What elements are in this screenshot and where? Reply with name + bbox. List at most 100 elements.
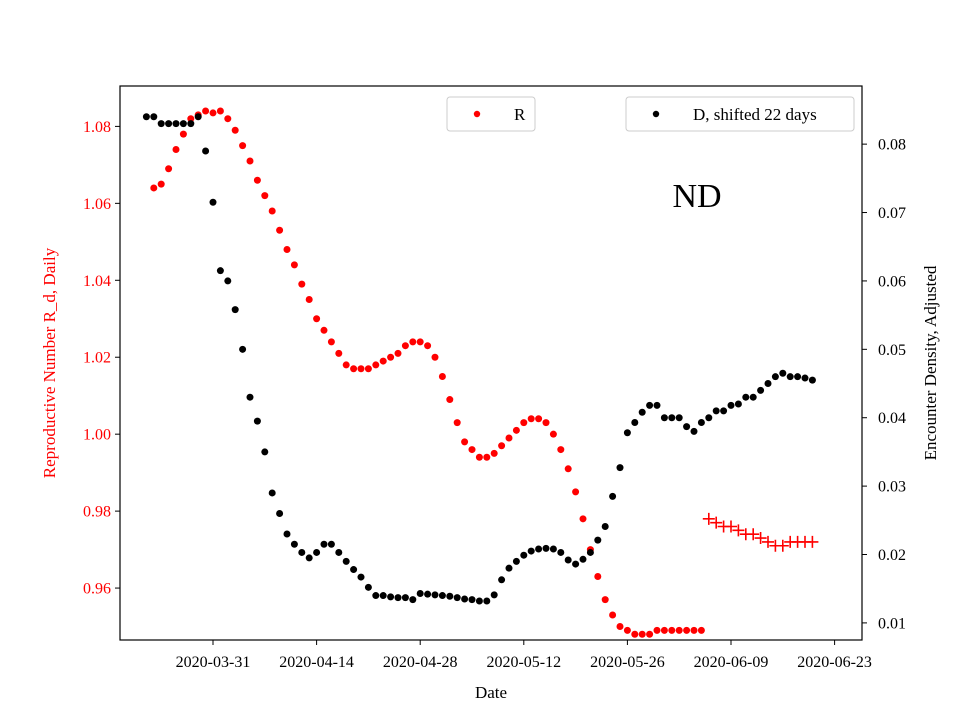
- legend-d-marker: [652, 110, 660, 118]
- d-point: [461, 595, 469, 603]
- d-point: [253, 417, 261, 425]
- r-point: [216, 107, 224, 115]
- r-point: [646, 630, 654, 638]
- legend-d-label: D, shifted 22 days: [693, 105, 817, 124]
- right-y-tick-label: 0.01: [878, 615, 906, 632]
- d-point: [202, 147, 210, 155]
- r-point: [224, 115, 232, 123]
- r-point: [549, 430, 557, 438]
- r-point: [350, 365, 358, 373]
- d-point: [683, 423, 691, 431]
- d-point: [786, 373, 794, 381]
- r-projection-point: [806, 535, 819, 548]
- d-point: [305, 554, 313, 562]
- right-y-tick-label: 0.06: [878, 273, 906, 290]
- d-point: [668, 414, 676, 422]
- d-point: [387, 593, 395, 601]
- r-point: [453, 419, 461, 427]
- d-point: [616, 464, 624, 472]
- d-point: [712, 407, 720, 415]
- legend-r: R: [446, 96, 536, 132]
- d-point: [209, 198, 217, 206]
- r-point: [468, 446, 476, 454]
- r-point: [165, 165, 173, 173]
- r-point: [157, 180, 165, 188]
- x-tick-label: 2020-04-14: [279, 654, 354, 671]
- r-point: [490, 449, 498, 457]
- r-point: [239, 142, 247, 150]
- d-point: [216, 267, 224, 275]
- r-point: [675, 626, 683, 634]
- left-y-tick-label: 1.08: [83, 119, 111, 136]
- left-y-tick-label: 0.98: [83, 504, 111, 521]
- left-y-tick-label: 1.04: [83, 273, 111, 290]
- d-point: [142, 113, 150, 121]
- right-y-tick-label: 0.05: [878, 342, 906, 359]
- d-point: [224, 277, 232, 285]
- x-axis: 2020-03-31 2020-04-14 2020-04-28 2020-05-12…: [176, 640, 872, 671]
- d-point: [757, 386, 765, 394]
- right-y-tick-label: 0.04: [878, 410, 906, 427]
- d-point: [446, 592, 454, 600]
- d-point: [438, 592, 446, 600]
- r-point: [150, 184, 158, 192]
- r-projection-point: [762, 535, 774, 548]
- r-point: [187, 115, 195, 123]
- d-point: [150, 113, 158, 121]
- d-point: [601, 522, 609, 530]
- r-point: [209, 109, 217, 117]
- r-point: [438, 372, 446, 380]
- x-tick-label: 2020-06-09: [694, 654, 769, 671]
- r-point: [505, 434, 513, 442]
- x-tick-label: 2020-06-23: [797, 654, 872, 671]
- r-point: [461, 438, 469, 446]
- d-point: [187, 120, 195, 128]
- r-point: [313, 315, 321, 323]
- d-point: [557, 548, 565, 556]
- r-point: [394, 349, 402, 357]
- d-point: [623, 429, 631, 437]
- d-point: [697, 419, 705, 427]
- d-point: [194, 113, 202, 121]
- d-point: [179, 120, 187, 128]
- d-point: [705, 414, 713, 422]
- r-point: [179, 130, 187, 138]
- r-point: [631, 630, 639, 638]
- plot-frame: [119, 85, 863, 641]
- r-point: [372, 361, 380, 369]
- d-point: [416, 589, 424, 597]
- r-point: [409, 338, 417, 346]
- x-tick-label: 2020-05-12: [486, 654, 561, 671]
- d-point: [609, 492, 617, 500]
- left-y-axis: 0.96 0.98 1.00 1.02 1.04 1.06 1.08: [83, 119, 120, 598]
- d-point: [165, 120, 173, 128]
- legend-r-label: R: [514, 105, 526, 124]
- r-point: [594, 573, 602, 581]
- d-point: [794, 373, 802, 381]
- d-point: [527, 547, 535, 555]
- right-y-axis: 0.01 0.02 0.03 0.04 0.05 0.06 0.07 0.08: [862, 137, 906, 632]
- left-y-tick-label: 0.96: [83, 581, 111, 598]
- r-projection-point: [710, 516, 723, 529]
- d-point: [364, 583, 372, 591]
- d-point: [313, 548, 321, 556]
- d-point: [638, 408, 646, 416]
- r-point: [616, 623, 624, 631]
- r-point: [202, 107, 210, 115]
- d-point: [594, 536, 602, 544]
- r-point: [683, 626, 691, 634]
- d-point: [749, 393, 757, 401]
- r-point: [609, 611, 617, 619]
- r-point: [246, 157, 254, 165]
- d-point: [246, 393, 254, 401]
- right-y-tick-label: 0.02: [878, 547, 906, 564]
- r-series: [150, 107, 705, 638]
- legend-d-box: [625, 96, 855, 132]
- d-point: [512, 557, 520, 565]
- d-point: [498, 576, 506, 584]
- left-y-tick-label: 1.02: [83, 350, 111, 367]
- r-point: [231, 126, 239, 134]
- legend-d: D, shifted 22 days: [625, 96, 855, 132]
- d-point: [342, 557, 350, 565]
- d-point: [586, 548, 594, 556]
